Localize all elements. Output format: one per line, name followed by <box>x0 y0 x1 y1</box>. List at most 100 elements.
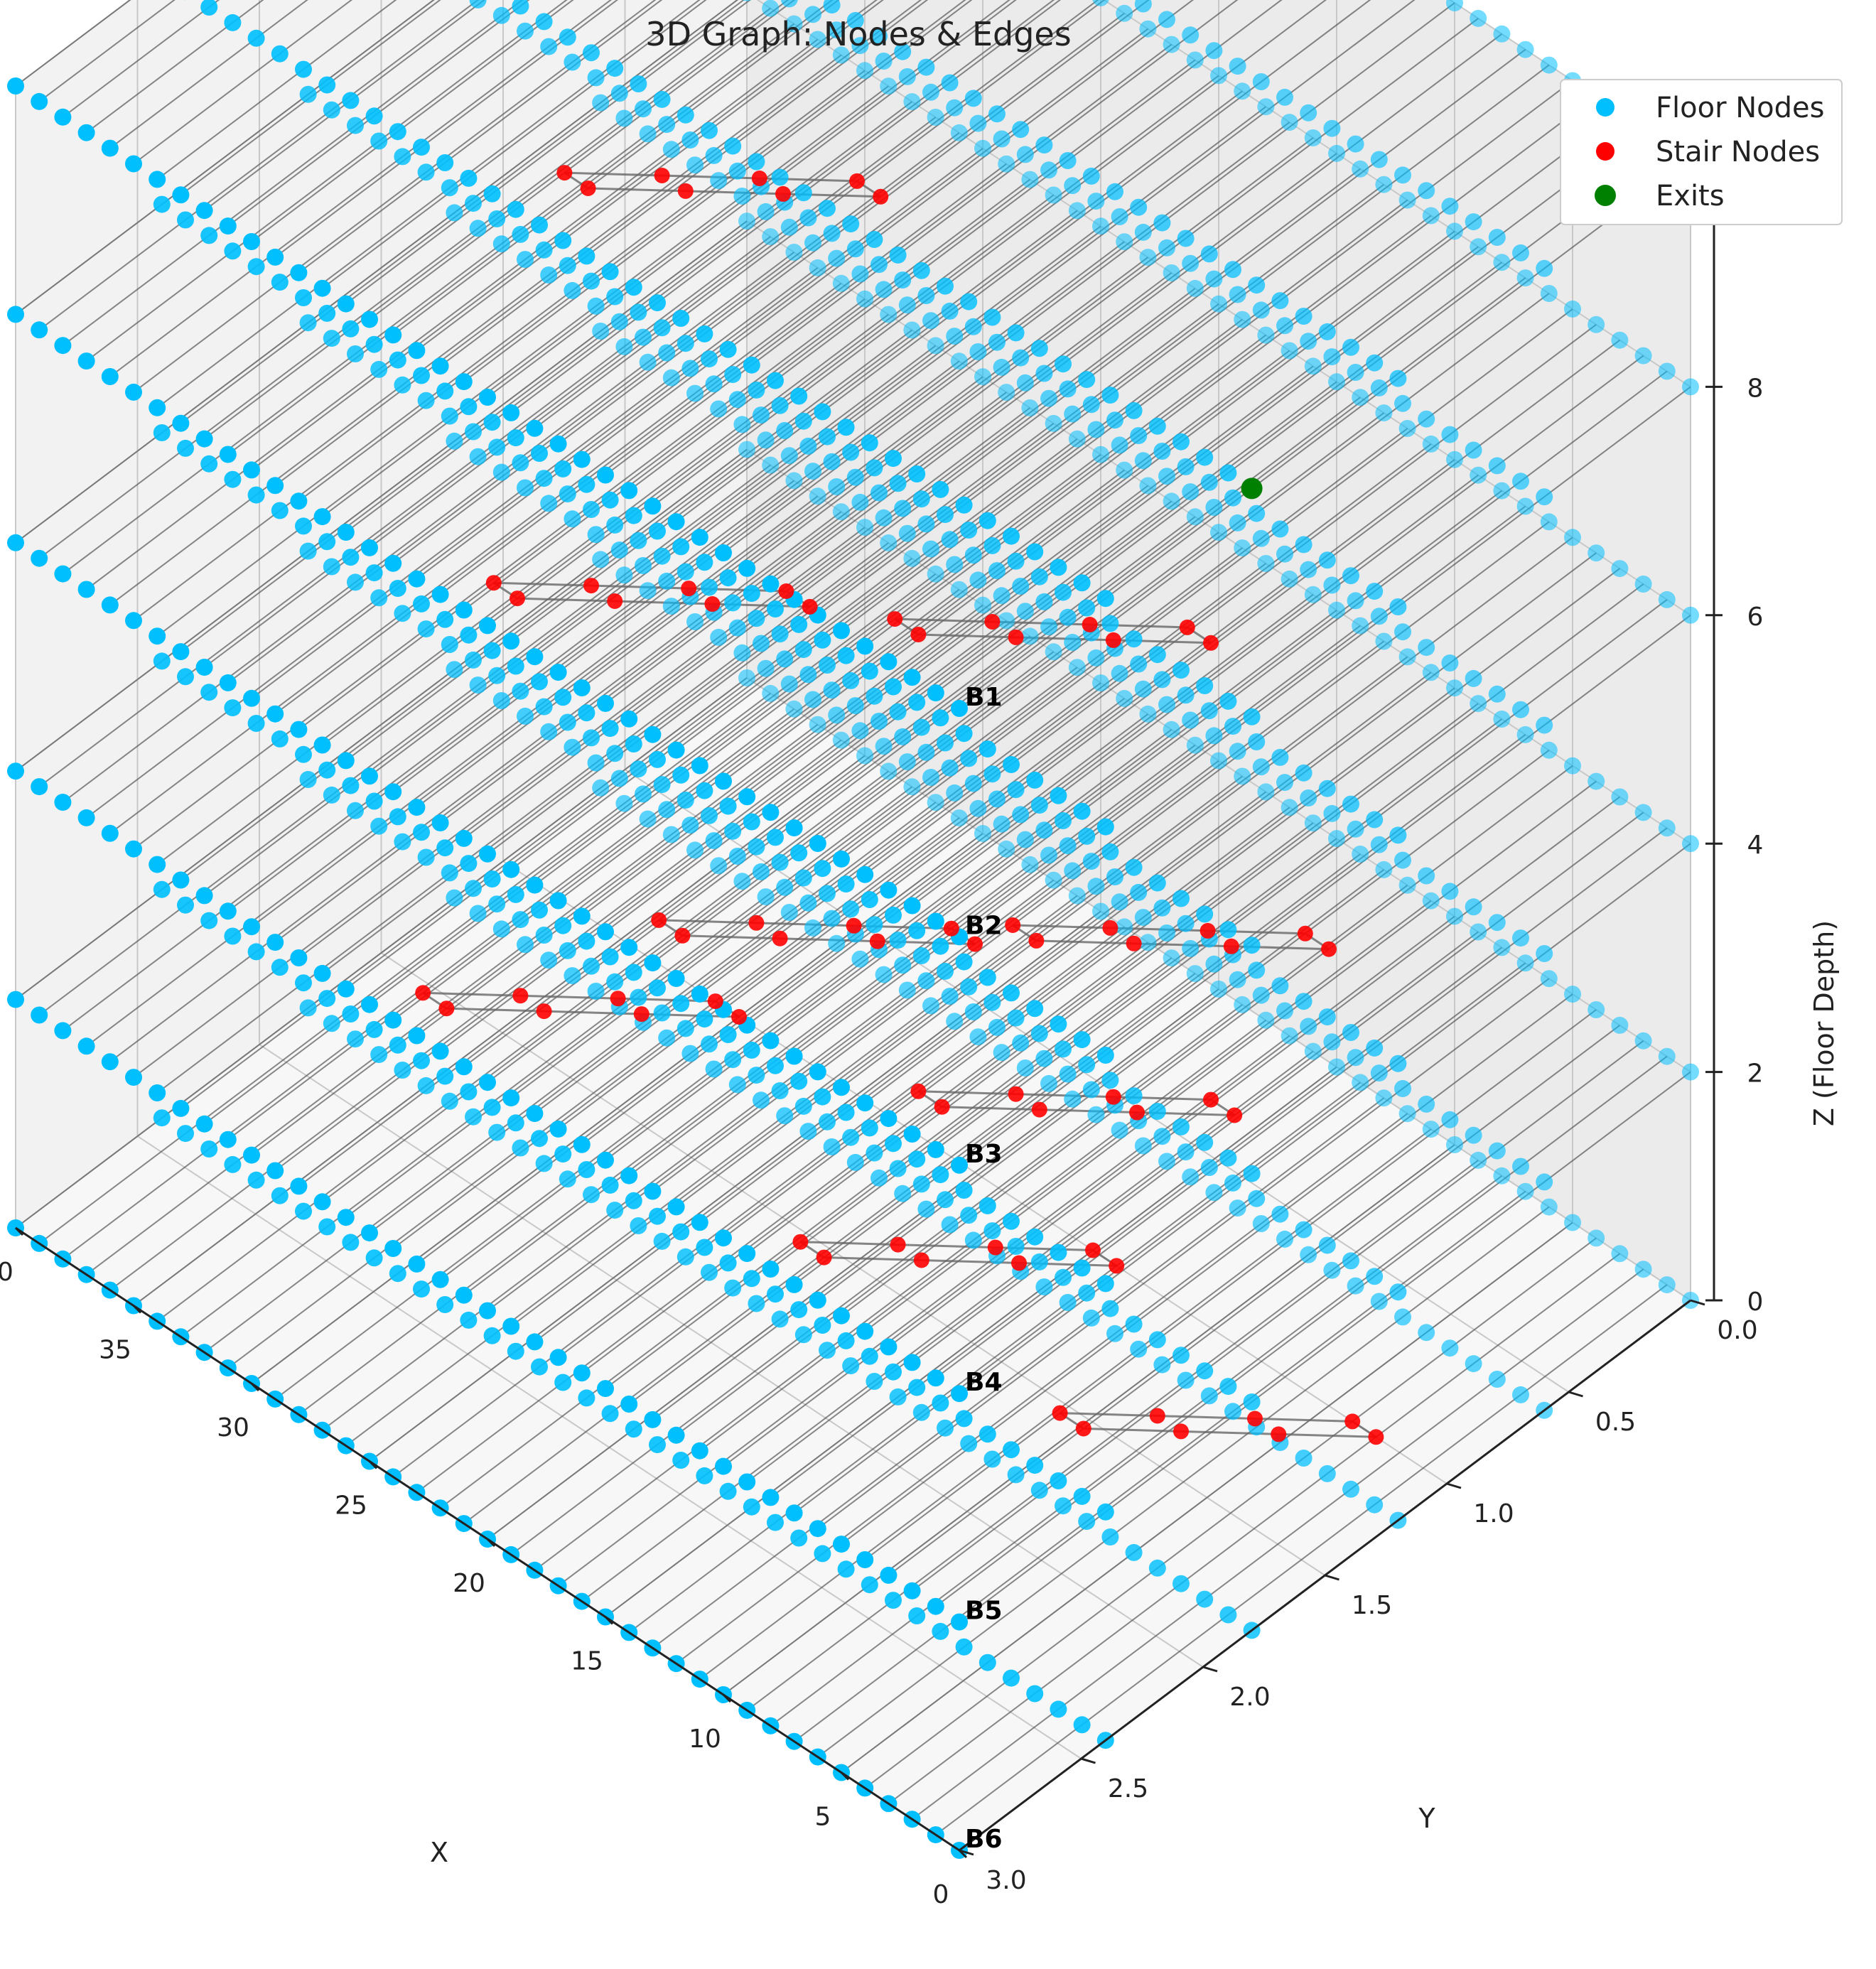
floor-node <box>724 1279 742 1297</box>
floor-edge <box>793 277 1526 829</box>
floor-edge <box>864 552 1597 1104</box>
floor-node <box>488 895 506 913</box>
floor-node <box>125 155 142 173</box>
floor-node <box>1446 907 1463 925</box>
floor-node <box>1148 1103 1166 1120</box>
legend-marker-stair-nodes <box>1596 142 1614 161</box>
floor-node <box>753 406 770 424</box>
floor-node <box>856 747 873 765</box>
floor-node <box>601 948 619 966</box>
floor-node <box>323 101 340 119</box>
floor-node <box>819 1342 836 1359</box>
floor-node <box>149 399 166 416</box>
floor-edge <box>817 1206 1550 1758</box>
floor-node <box>1516 954 1534 972</box>
floor-node <box>1295 993 1312 1010</box>
floor-node <box>790 387 808 405</box>
floor-node <box>597 923 614 941</box>
floor-node <box>1304 814 1322 832</box>
floor-node <box>1148 874 1166 892</box>
floor-node <box>743 813 760 831</box>
floor-edge <box>699 215 1432 767</box>
floor-node <box>323 1015 340 1032</box>
floor-node <box>1304 129 1322 146</box>
floor-node <box>908 465 926 482</box>
floor-node <box>1488 685 1506 703</box>
floor-node <box>431 814 449 831</box>
floor-node <box>347 802 364 819</box>
floor-node <box>1389 598 1407 615</box>
floor-node <box>724 822 742 840</box>
floor-node <box>1073 1259 1091 1277</box>
floor-node <box>1210 981 1227 998</box>
legend-marker-exits <box>1595 185 1616 206</box>
floor-node <box>974 368 991 386</box>
floor-node <box>903 321 921 339</box>
floor-node <box>1134 0 1152 13</box>
floor-node <box>465 1108 482 1126</box>
floor-node <box>153 880 171 898</box>
floor-node <box>601 491 619 509</box>
floor-node <box>809 716 826 733</box>
floor-node <box>101 368 119 385</box>
floor-node <box>1139 249 1157 266</box>
floor-node <box>1271 748 1289 766</box>
stair-node <box>704 596 721 612</box>
floor-node <box>77 809 95 826</box>
floor-node <box>635 328 652 346</box>
floor-node <box>875 509 893 527</box>
floor-node <box>785 1504 803 1522</box>
floor-edge <box>392 0 840 336</box>
floor-node <box>1229 743 1246 760</box>
floor-node <box>1125 1087 1143 1105</box>
floor-edge <box>133 0 353 165</box>
floor-node <box>1587 1001 1605 1018</box>
floor-node <box>771 1082 789 1099</box>
floor-node <box>247 486 265 504</box>
x-axis-label: X <box>430 1837 448 1868</box>
floor-node <box>1418 1324 1435 1342</box>
floor-node <box>606 973 624 991</box>
floor-node <box>149 856 166 873</box>
floor-node <box>861 1119 878 1137</box>
floor-node <box>1158 696 1175 713</box>
floor-node <box>903 778 921 796</box>
stair-node <box>775 185 791 202</box>
floor-edge <box>770 718 1503 1270</box>
y-tick-label: 2.0 <box>1229 1683 1270 1712</box>
stair-edge <box>1083 1428 1376 1438</box>
floor-node <box>535 13 553 31</box>
floor-node <box>1318 1236 1336 1254</box>
floor-node <box>460 1311 478 1329</box>
floor-node <box>1634 1032 1652 1050</box>
stair-node <box>792 1234 809 1250</box>
floor-node <box>917 1200 935 1218</box>
floor-node <box>1182 254 1200 272</box>
stair-node <box>1109 1258 1125 1274</box>
floor-node <box>31 778 48 796</box>
floor-node <box>342 1005 360 1023</box>
floor-edge <box>581 365 1314 917</box>
floor-node <box>1078 1284 1096 1302</box>
floor-node <box>937 1419 954 1437</box>
floor-node <box>1516 41 1534 58</box>
floor-node <box>738 1473 756 1491</box>
floor-node <box>77 1037 95 1055</box>
stair-node <box>846 917 862 934</box>
floor-node <box>955 953 973 971</box>
floor-node <box>903 1126 921 1143</box>
floor-node <box>1092 902 1109 920</box>
stair-node <box>772 930 788 946</box>
floor-node <box>870 27 888 45</box>
floor-node <box>743 585 760 603</box>
floor-edge <box>935 370 1668 922</box>
floor-node <box>1092 674 1109 692</box>
floor-label-b5: B5 <box>965 1597 1003 1626</box>
stair-node <box>674 927 691 944</box>
floor-edge <box>85 0 264 134</box>
z-tick-label: 0 <box>1747 1288 1764 1317</box>
floor-node <box>1323 348 1341 366</box>
floor-node <box>295 289 312 306</box>
floor-node <box>1366 1268 1384 1285</box>
floor-node <box>630 75 647 92</box>
